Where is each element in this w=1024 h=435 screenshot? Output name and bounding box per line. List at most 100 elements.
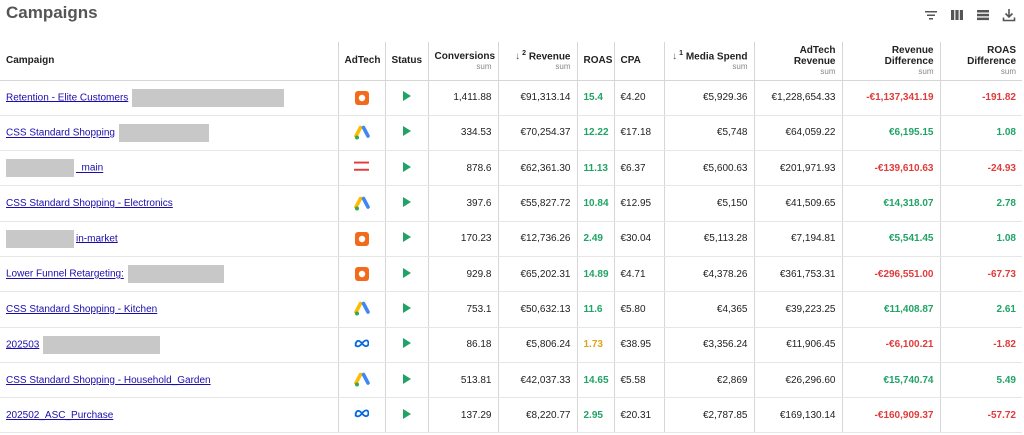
active-play-icon[interactable] [402, 126, 411, 137]
campaign-cell: in-market [0, 221, 339, 257]
sort-order-badge: 2 [522, 50, 527, 58]
adtech-cell [338, 150, 386, 187]
col-conversions[interactable]: Conversions sum [428, 42, 499, 81]
columns-button[interactable] [948, 6, 966, 24]
table-row[interactable]: in-market 170.23 €12,736.26 2.49 €30.04 €5,11… [0, 221, 1022, 257]
adtech-cell [338, 397, 386, 434]
status-cell [385, 80, 429, 116]
roas-difference-cell: -24.93 [940, 150, 1022, 187]
campaign-link[interactable]: Retention - Elite Customers [6, 92, 129, 104]
adtech-cell [338, 362, 386, 399]
active-play-icon[interactable] [402, 338, 411, 349]
table-row[interactable]: Lower Funnel Retargeting: 929.8 €65,202.31… [0, 256, 1022, 293]
conversions-cell: 334.53 [428, 115, 499, 152]
conversions-cell: 513.81 [428, 362, 499, 399]
table-row[interactable]: Retention - Elite Customers 1,411.88 €91,3… [0, 80, 1022, 116]
density-icon [977, 10, 989, 21]
table-row[interactable]: 202503 86.18 €5,806.24 1.73 €38.95 €3,356.24 €… [0, 327, 1022, 363]
adtech-revenue-cell: €64,059.22 [754, 115, 843, 152]
col-adtech-revenue[interactable]: AdTech Revenue sum [754, 42, 843, 81]
revenue-difference-cell: -€1,137,341.19 [842, 80, 941, 116]
conversions-cell: 753.1 [428, 291, 499, 328]
cpa-cell: €5.80 [614, 291, 665, 328]
filter-button[interactable] [922, 6, 940, 24]
table-row[interactable]: CSS Standard Shopping - Household_Garden… [0, 362, 1022, 399]
campaign-link[interactable]: 202502_ASC_Purchase [6, 409, 114, 421]
campaigns-table: Campaign AdTech Status Conversions sum ↓… [0, 42, 1022, 434]
revenue-cell: €12,736.26 [498, 221, 578, 257]
active-play-icon[interactable] [402, 197, 411, 208]
campaign-link[interactable]: CSS Standard Shopping - Electronics [6, 198, 173, 210]
adtech-revenue-cell: €201,971.93 [754, 150, 843, 187]
table-row[interactable]: CSS Standard Shopping - Kitchen 753.1 €50,… [0, 291, 1022, 328]
roas-cell: 11.6 [577, 291, 615, 328]
active-play-icon[interactable] [402, 267, 411, 278]
sort-desc-icon: ↓ [515, 51, 521, 63]
adtech-revenue-cell: €1,228,654.33 [754, 80, 843, 116]
active-play-icon[interactable] [402, 232, 411, 243]
col-status[interactable]: Status [385, 42, 429, 81]
campaign-link[interactable]: 202503 [6, 339, 40, 351]
table-row[interactable]: CSS Standard Shopping - Electronics 397.6… [0, 185, 1022, 222]
campaign-link[interactable]: CSS Standard Shopping - Kitchen [6, 303, 158, 315]
table-row[interactable]: _main 878.6 €62,361.30 11.13 €6.37 €5,600.63 €… [0, 150, 1022, 187]
page-header: Campaigns [0, 0, 1024, 32]
media-spend-cell: €2,787.85 [664, 397, 755, 434]
conversions-cell: 170.23 [428, 221, 499, 257]
col-roas-difference[interactable]: ROAS Difference sum [940, 42, 1022, 81]
table-row[interactable]: 202502_ASC_Purchase 137.29 €8,220.77 2.95 €2… [0, 397, 1022, 434]
revenue-difference-cell: -€6,100.21 [842, 327, 941, 363]
revenue-cell: €62,361.30 [498, 150, 578, 187]
status-cell [385, 150, 429, 187]
media-spend-cell: €4,365 [664, 291, 755, 328]
revenue-cell: €50,632.13 [498, 291, 578, 328]
adtech-revenue-cell: €361,753.31 [754, 256, 843, 293]
active-play-icon[interactable] [402, 408, 411, 419]
campaign-link[interactable]: _main [76, 162, 104, 174]
density-button[interactable] [974, 6, 992, 24]
campaign-cell: _main [0, 150, 339, 187]
conversions-cell: 878.6 [428, 150, 499, 187]
status-cell [385, 256, 429, 293]
revenue-difference-cell: -€160,909.37 [842, 397, 941, 434]
columns-icon [951, 10, 963, 20]
col-revenue[interactable]: ↓ 2 Revenue sum [498, 42, 578, 81]
google-ads-icon [353, 372, 370, 388]
col-campaign[interactable]: Campaign [0, 42, 339, 81]
cpa-cell: €5.58 [614, 362, 665, 399]
revenue-difference-cell: €11,408.87 [842, 291, 941, 328]
col-revenue-difference[interactable]: Revenue Difference sum [842, 42, 941, 81]
active-play-icon[interactable] [402, 302, 411, 313]
roas-difference-cell: -57.72 [940, 397, 1022, 434]
col-media-spend[interactable]: ↓ 1 Media Spend sum [664, 42, 755, 81]
cpa-cell: €4.71 [614, 256, 665, 293]
revenue-difference-cell: -€296,551.00 [842, 256, 941, 293]
campaign-link[interactable]: Lower Funnel Retargeting: [6, 268, 124, 280]
campaign-cell: CSS Standard Shopping - Kitchen [0, 291, 339, 328]
cpa-cell: €17.18 [614, 115, 665, 152]
campaign-link[interactable]: in-market [76, 233, 118, 245]
adtech-revenue-cell: €7,194.81 [754, 221, 843, 257]
col-roas[interactable]: ROAS [577, 42, 615, 81]
col-cpa[interactable]: CPA [614, 42, 665, 81]
revenue-cell: €8,220.77 [498, 397, 578, 434]
cpa-cell: €20.31 [614, 397, 665, 434]
table-row[interactable]: CSS Standard Shopping 334.53 €70,254.37 12.… [0, 115, 1022, 152]
adtech-cell [338, 80, 386, 116]
active-play-icon[interactable] [402, 91, 411, 102]
active-play-icon[interactable] [402, 161, 411, 172]
revenue-cell: €91,313.14 [498, 80, 578, 116]
adtech-cell [338, 221, 386, 257]
active-play-icon[interactable] [402, 373, 411, 384]
campaign-link[interactable]: CSS Standard Shopping - Household_Garden [6, 374, 211, 386]
adtech-cell [338, 115, 386, 152]
col-adtech[interactable]: AdTech [338, 42, 386, 81]
roas-difference-cell: -67.73 [940, 256, 1022, 293]
campaign-link[interactable]: CSS Standard Shopping [6, 127, 115, 139]
google-ads-icon [353, 196, 370, 212]
roas-difference-cell: 1.08 [940, 115, 1022, 152]
campaign-cell: 202503 [0, 327, 339, 363]
download-button[interactable] [1000, 6, 1018, 24]
conversions-cell: 86.18 [428, 327, 499, 363]
media-spend-cell: €5,748 [664, 115, 755, 152]
